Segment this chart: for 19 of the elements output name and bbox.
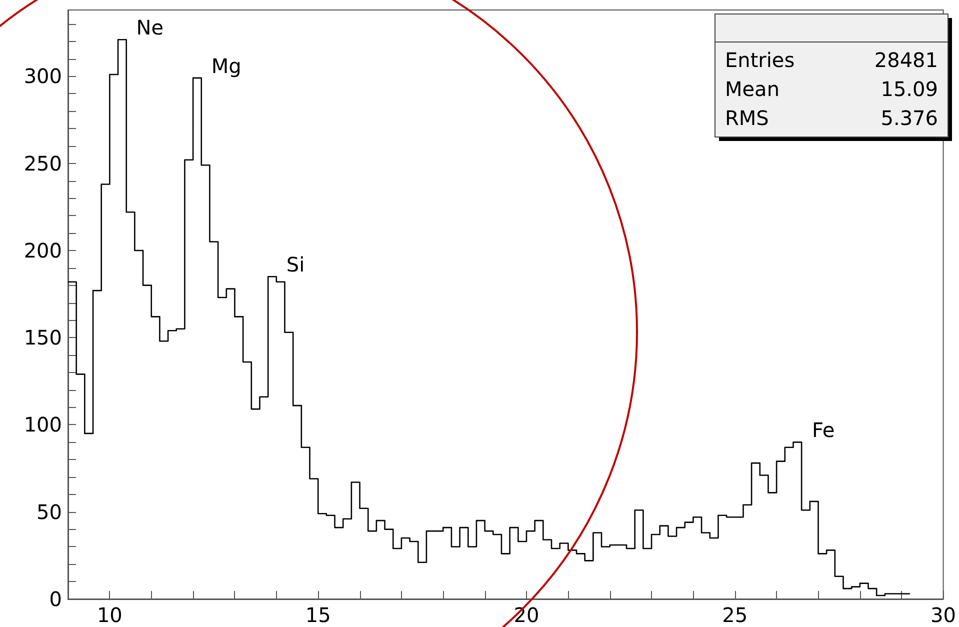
annotation: Ne xyxy=(136,16,164,40)
x-tick-label: 15 xyxy=(305,603,331,627)
y-tick-label: 0 xyxy=(49,587,62,611)
y-tick-label: 150 xyxy=(24,326,62,350)
x-tick-label: 25 xyxy=(722,603,748,627)
x-tick-label: 20 xyxy=(514,603,540,627)
annotation: Si xyxy=(286,252,305,277)
annotation: Mg xyxy=(211,54,242,78)
y-tick-label: 200 xyxy=(24,238,62,262)
x-tick-label: 30 xyxy=(930,603,956,627)
text: Entries 28481 xyxy=(725,48,938,72)
y-tick-label: 250 xyxy=(24,151,62,176)
y-tick-label: 100 xyxy=(24,412,62,437)
y-tick-label: 50 xyxy=(36,500,62,524)
annotation: Fe xyxy=(812,418,835,442)
text: RMS 5.376 xyxy=(725,106,938,130)
y-tick-label: 300 xyxy=(24,64,62,88)
text: Mean 15.09 xyxy=(725,77,938,101)
x-tick-label: 10 xyxy=(96,603,122,627)
